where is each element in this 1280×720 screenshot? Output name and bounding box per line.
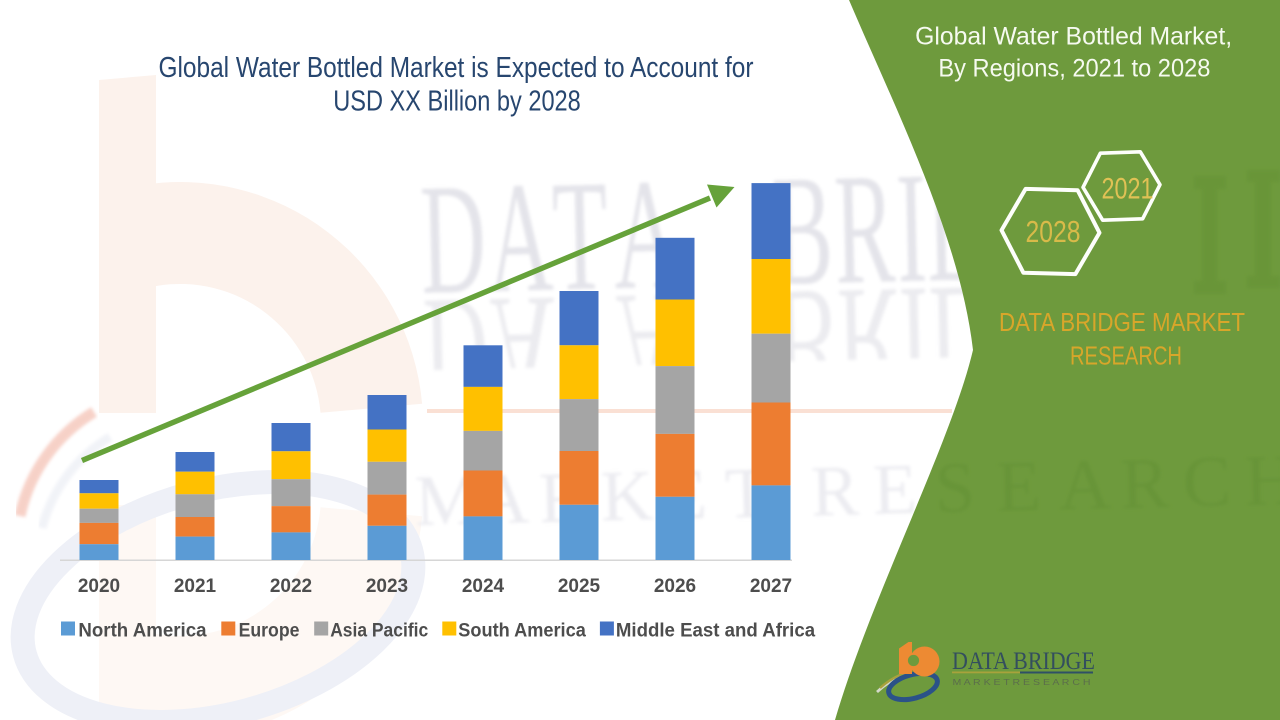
svg-text:2028: 2028: [1026, 214, 1081, 249]
svg-text:2026: 2026: [654, 576, 696, 597]
svg-text:North America: North America: [78, 620, 206, 642]
svg-text:2020: 2020: [78, 576, 120, 597]
svg-text:Asia Pacific: Asia Pacific: [330, 620, 428, 642]
svg-text:M A R K E T R E S E A R C H: M A R K E T R E S E A R C H: [953, 677, 1091, 687]
svg-text:2021: 2021: [1102, 173, 1154, 206]
svg-text:South America: South America: [458, 620, 586, 642]
svg-text:DATA BRIDGE MARKET: DATA BRIDGE MARKET: [999, 307, 1245, 337]
svg-text:Global Water Bottled Market is: Global Water Bottled Market is Expected …: [159, 52, 754, 84]
svg-text:2023: 2023: [366, 576, 408, 597]
svg-text:DATA BRIDGE: DATA BRIDGE: [952, 648, 1095, 675]
svg-text:Middle East and Africa: Middle East and Africa: [616, 620, 815, 642]
svg-text:2024: 2024: [462, 576, 505, 597]
svg-text:2022: 2022: [270, 576, 312, 597]
svg-text:Global Water Bottled Market,: Global Water Bottled Market,: [915, 23, 1232, 51]
svg-text:RESEARCH: RESEARCH: [1070, 341, 1182, 371]
svg-text:2021: 2021: [174, 576, 217, 597]
svg-text:Europe: Europe: [239, 620, 300, 642]
svg-text:USD XX Billion by 2028: USD XX Billion by 2028: [333, 86, 581, 118]
svg-text:2027: 2027: [750, 576, 792, 597]
svg-text:2025: 2025: [558, 576, 601, 597]
svg-text:By Regions, 2021 to 2028: By Regions, 2021 to 2028: [938, 55, 1210, 83]
